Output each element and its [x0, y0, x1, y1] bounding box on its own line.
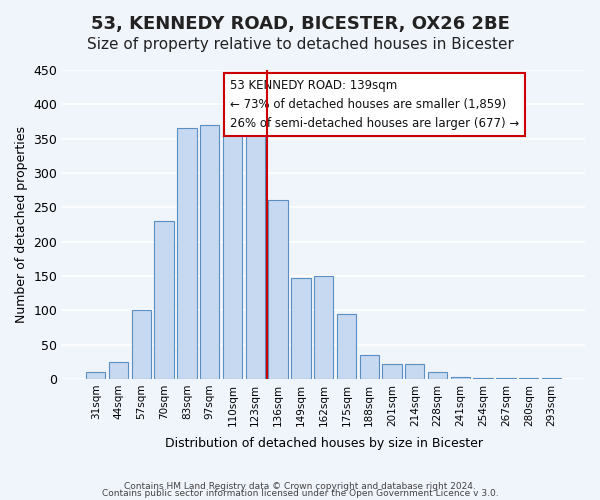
Bar	[451, 377, 470, 379]
Bar	[496, 378, 515, 379]
Bar	[473, 378, 493, 379]
Bar	[109, 362, 128, 379]
Text: Contains HM Land Registry data © Crown copyright and database right 2024.: Contains HM Land Registry data © Crown c…	[124, 482, 476, 491]
Bar	[154, 221, 174, 379]
Bar	[131, 310, 151, 379]
Text: Size of property relative to detached houses in Bicester: Size of property relative to detached ho…	[86, 38, 514, 52]
Text: 53, KENNEDY ROAD, BICESTER, OX26 2BE: 53, KENNEDY ROAD, BICESTER, OX26 2BE	[91, 15, 509, 33]
Text: 53 KENNEDY ROAD: 139sqm
← 73% of detached houses are smaller (1,859)
26% of semi: 53 KENNEDY ROAD: 139sqm ← 73% of detache…	[230, 80, 519, 130]
Bar	[291, 278, 311, 379]
Bar	[223, 124, 242, 379]
Bar	[405, 364, 424, 379]
Bar	[428, 372, 447, 379]
Bar	[314, 276, 334, 379]
Y-axis label: Number of detached properties: Number of detached properties	[15, 126, 28, 323]
Bar	[519, 378, 538, 379]
Bar	[382, 364, 402, 379]
Bar	[86, 372, 106, 379]
Bar	[245, 134, 265, 379]
Bar	[542, 378, 561, 379]
Bar	[359, 355, 379, 379]
Bar	[177, 128, 197, 379]
Bar	[268, 200, 288, 379]
Text: Contains public sector information licensed under the Open Government Licence v : Contains public sector information licen…	[101, 490, 499, 498]
Bar	[200, 125, 220, 379]
X-axis label: Distribution of detached houses by size in Bicester: Distribution of detached houses by size …	[164, 437, 482, 450]
Bar	[337, 314, 356, 379]
